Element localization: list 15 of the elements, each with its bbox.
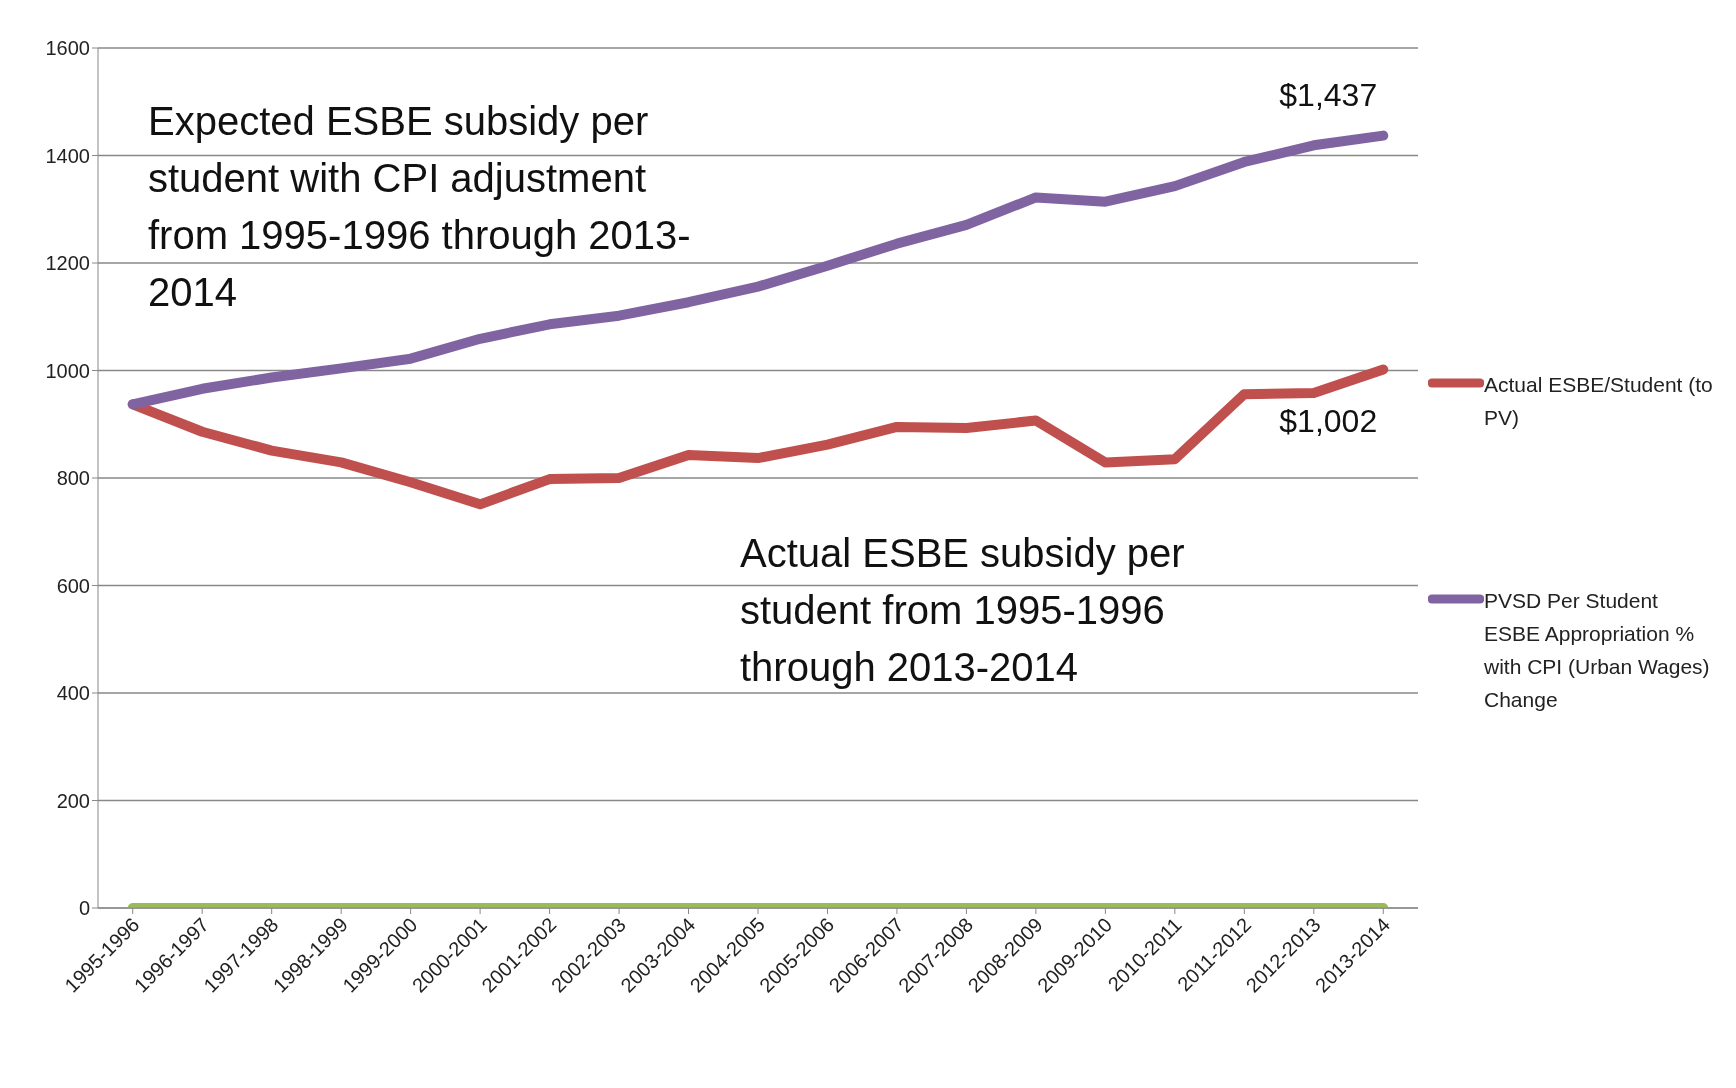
annotation: $1,002 <box>1279 403 1378 440</box>
y-tick-label: 400 <box>56 682 90 705</box>
annotation: $1,437 <box>1279 76 1378 113</box>
y-tick-label: 800 <box>56 467 90 490</box>
legend-label: PVSD Per Student ESBE Appropriation % with CPI (Urban Wages) Change <box>1484 588 1711 713</box>
y-tick-label: 1000 <box>45 359 90 382</box>
y-tick-label: 600 <box>56 574 90 597</box>
annotation: Expected ESBE subsidy per student with CPI adjustment from 1995-1996 through 2013-2014 <box>148 98 692 316</box>
legend-label: Actual ESBE/Student (to PV) <box>1484 372 1714 431</box>
y-tick-label: 0 <box>78 897 90 920</box>
y-tick-label: 1600 <box>45 37 90 60</box>
y-tick-label: 1400 <box>45 144 90 167</box>
y-tick-label: 1200 <box>45 252 90 275</box>
annotation: Actual ESBE subsidy per student from 1995-1996 through 2013-2014 <box>740 530 1186 691</box>
y-tick-label: 200 <box>56 789 90 812</box>
